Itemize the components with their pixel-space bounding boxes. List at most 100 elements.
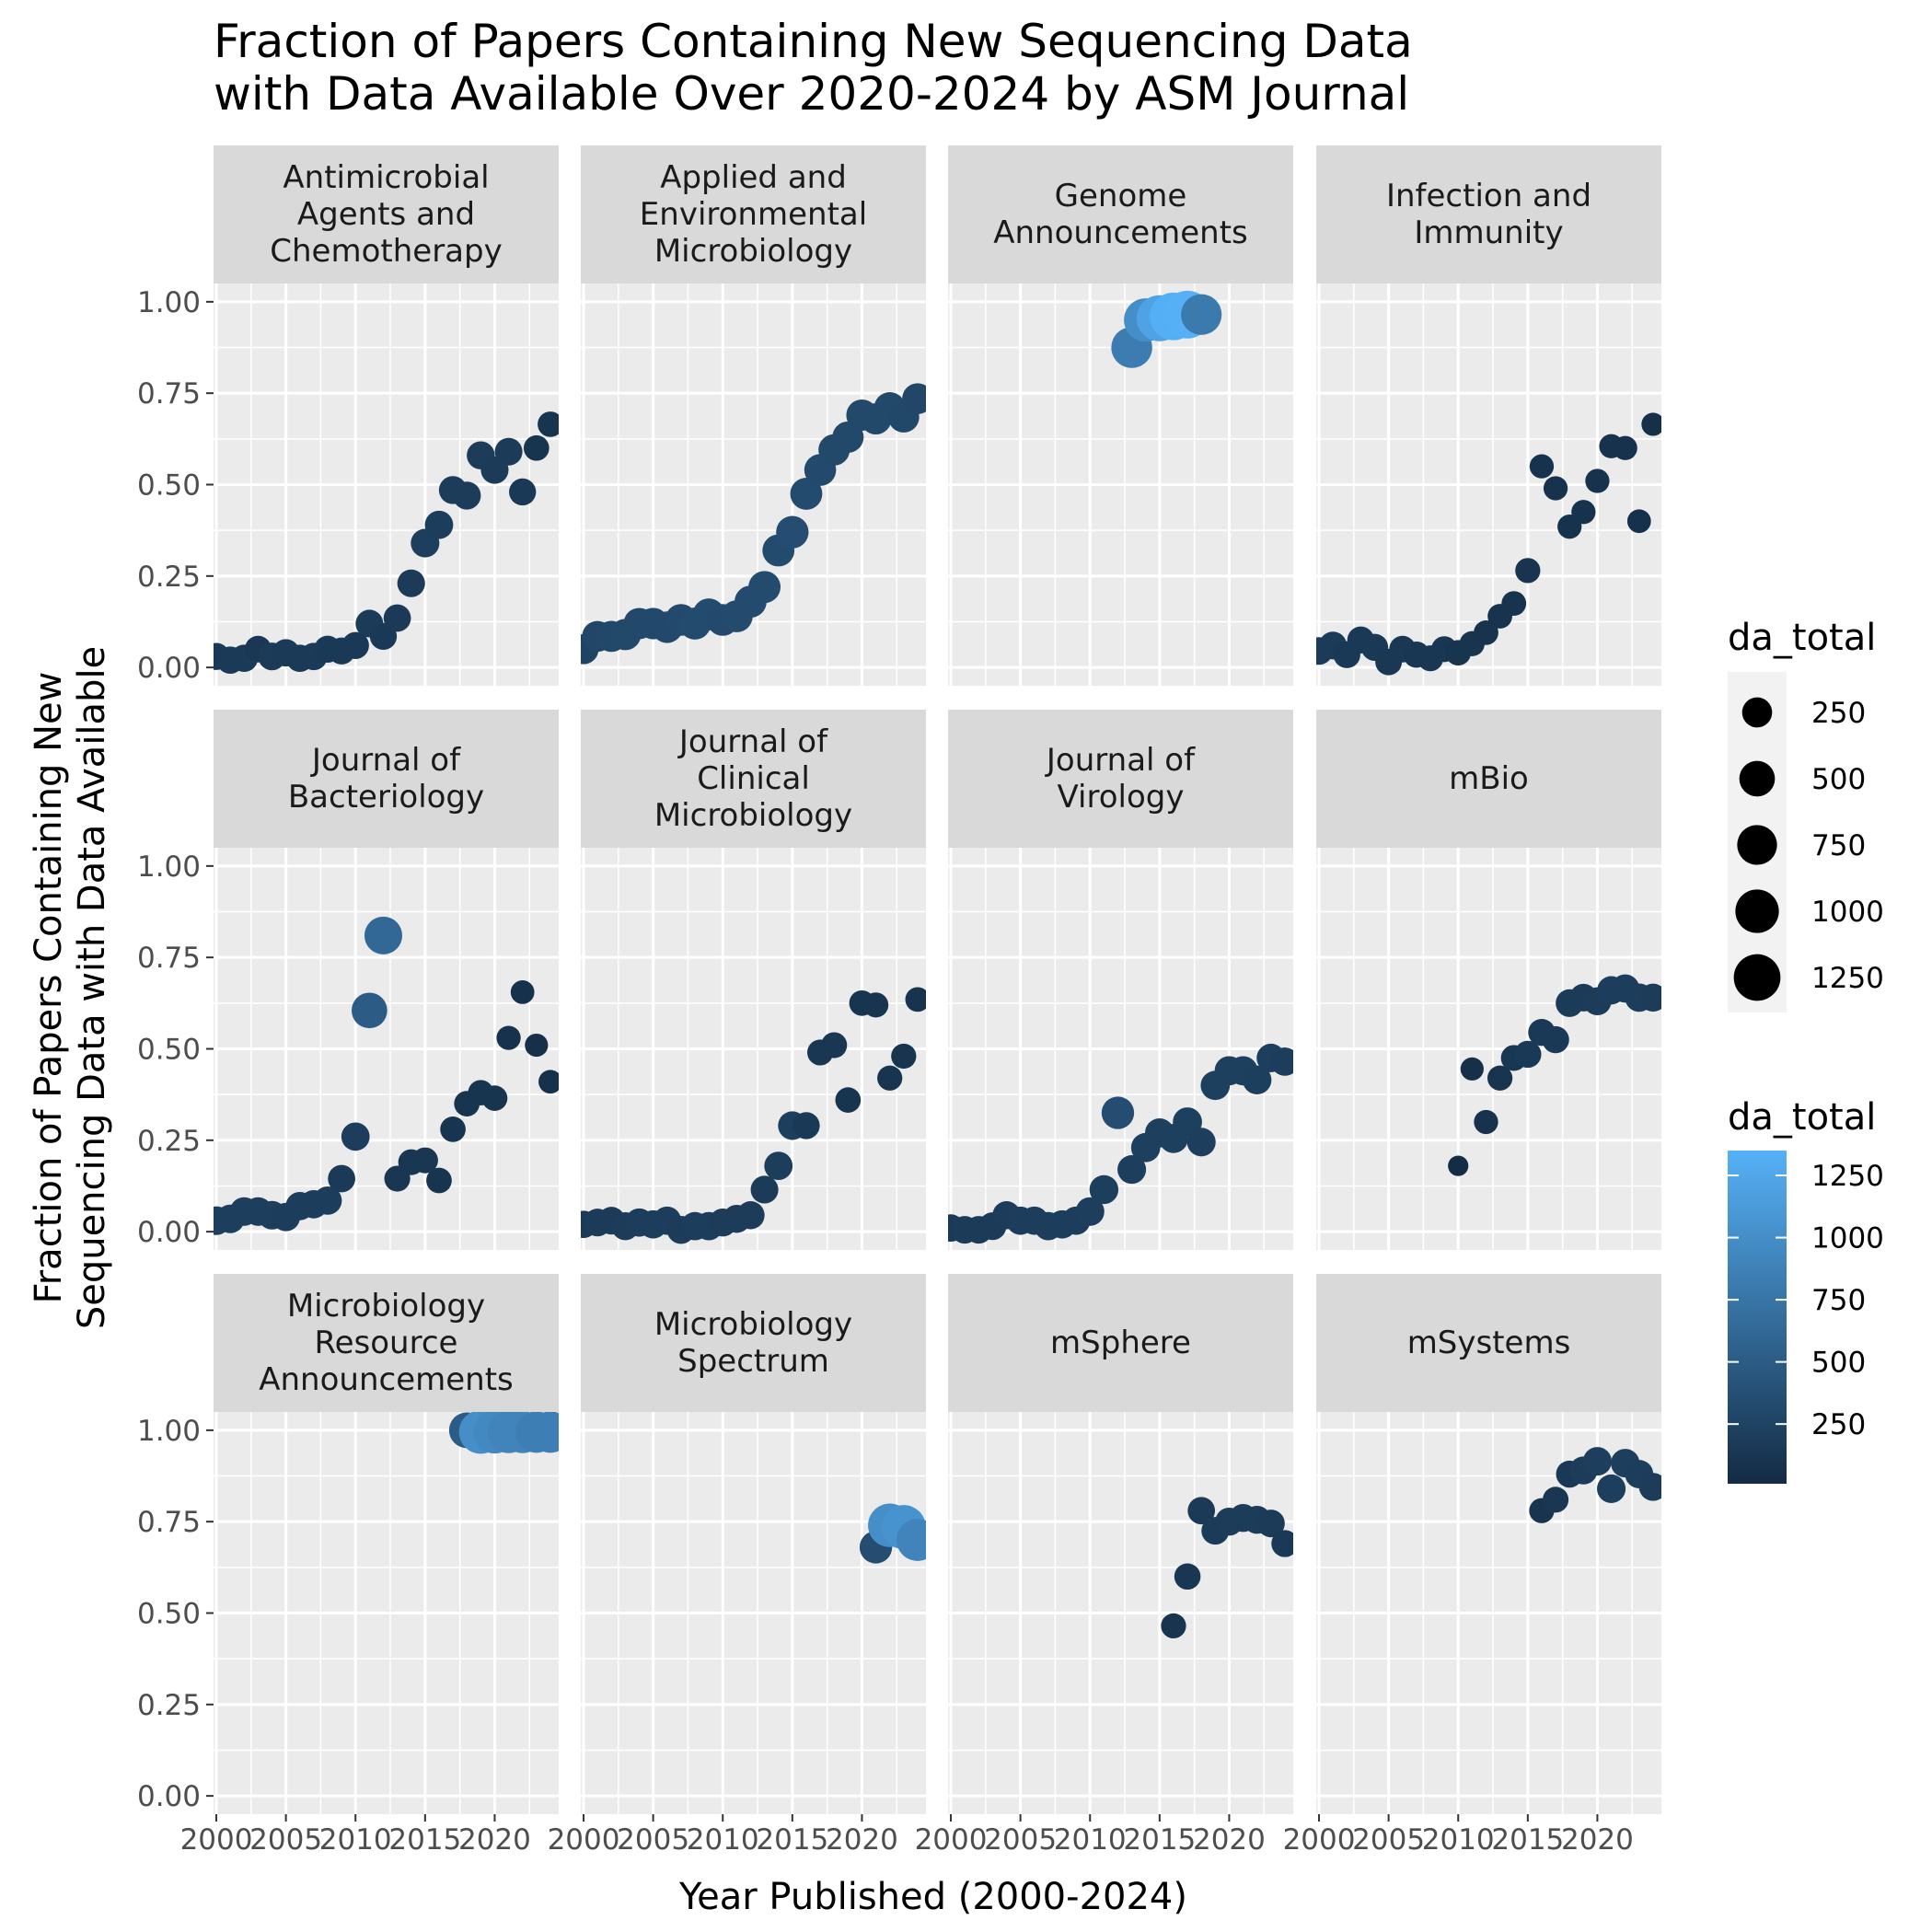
color-legend-title: da_total: [1728, 1096, 1876, 1139]
data-point: [538, 411, 559, 437]
color-legend-label: 750: [1811, 1284, 1866, 1317]
size-legend-key: [1741, 697, 1773, 728]
size-legend: da_total 250 500 750 1000 1250: [1728, 617, 1884, 1012]
size-legend-key: [1733, 954, 1781, 1001]
data-points: [859, 1503, 926, 1564]
y-tick-label: 1.00: [137, 850, 201, 884]
data-point: [1186, 1128, 1216, 1157]
data-point: [313, 1186, 342, 1215]
chart-title-line-2: with Data Available Over 2020-2024 by AS…: [214, 67, 1409, 121]
facet-label: Chemotherapy: [270, 233, 502, 270]
chart-title-line-1: Fraction of Papers Containing New Sequen…: [214, 15, 1413, 68]
y-tick-label: 0.00: [137, 1780, 201, 1813]
data-point: [1256, 1510, 1285, 1538]
data-point: [1638, 1473, 1661, 1501]
facet-label: Antimicrobial: [283, 159, 489, 196]
data-points: [581, 987, 926, 1244]
x-tick-label: 2000: [180, 1823, 253, 1857]
data-point: [1270, 1047, 1293, 1076]
data-point: [509, 478, 537, 506]
x-tick-label: 2015: [388, 1823, 461, 1857]
data-points: [1161, 1497, 1293, 1639]
y-axis-title-line-2: Sequencing Data with Data Available: [71, 646, 113, 1329]
x-tick-label: 2010: [319, 1823, 392, 1857]
data-point: [341, 1122, 370, 1151]
y-tick-label: 0.50: [137, 1598, 201, 1631]
data-point: [1187, 1497, 1216, 1525]
facet-strip: [214, 145, 559, 283]
data-point: [1075, 1197, 1105, 1226]
data-point: [352, 992, 388, 1029]
facet-panel: mBio: [1316, 710, 1661, 1250]
data-point: [364, 916, 402, 954]
facet-strip: [581, 1274, 926, 1412]
y-tick-label: 0.25: [137, 561, 201, 594]
x-tick-label: 2000: [548, 1823, 620, 1857]
y-axis-title-line-1: Fraction of Papers Containing New: [28, 672, 70, 1304]
y-tick-label: 0.25: [137, 1125, 201, 1158]
color-legend-label: 1250: [1811, 1160, 1884, 1193]
facet-label: mBio: [1449, 760, 1529, 797]
data-point: [862, 992, 889, 1018]
size-legend-key: [1735, 889, 1779, 933]
data-point: [1542, 1025, 1569, 1054]
x-tick-label: 2020: [1193, 1823, 1266, 1857]
size-legend-label: 500: [1811, 763, 1866, 796]
data-point: [397, 569, 425, 597]
facet-strip: [581, 710, 926, 848]
data-points: [581, 383, 926, 665]
data-point: [1448, 1155, 1469, 1176]
facet-strip: [214, 1274, 559, 1412]
data-point: [481, 1085, 508, 1111]
data-point: [1641, 412, 1661, 436]
data-point: [897, 1519, 926, 1561]
facet-strip: [1316, 145, 1661, 283]
data-point: [792, 1112, 820, 1140]
data-point: [1514, 1040, 1542, 1069]
facet-strip: [1316, 1274, 1661, 1412]
size-legend-label: 1250: [1811, 962, 1884, 995]
data-point: [1242, 1065, 1272, 1094]
y-tick-label: 0.25: [137, 1689, 201, 1722]
facet-label: Microbiology: [654, 797, 852, 834]
color-legend: da_total 250 500 750 1000 1250: [1728, 1096, 1884, 1484]
facet-label: mSphere: [1050, 1325, 1191, 1361]
facet-strip: [214, 710, 559, 848]
facet-strip: [1316, 710, 1661, 848]
x-tick-label: 2015: [756, 1823, 828, 1857]
facet-label: Infection and: [1386, 178, 1591, 214]
data-point: [1487, 1065, 1513, 1091]
facet-label: Spectrum: [677, 1343, 829, 1380]
data-point: [1571, 500, 1596, 525]
facet-label: Virology: [1058, 779, 1185, 816]
data-point: [523, 434, 550, 461]
data-point: [1543, 1487, 1569, 1513]
data-point: [525, 1033, 549, 1058]
size-legend-title: da_total: [1728, 617, 1876, 659]
size-legend-label: 1000: [1811, 896, 1884, 929]
facet-label: Announcements: [993, 214, 1248, 251]
x-tick-label: 2015: [1491, 1823, 1564, 1857]
facet-label: Environmental: [640, 196, 867, 233]
data-point: [750, 1175, 779, 1204]
data-point: [1626, 509, 1651, 534]
facet-label: mSystems: [1407, 1325, 1571, 1361]
size-legend-key: [1739, 760, 1776, 797]
size-legend-label: 750: [1811, 829, 1866, 862]
y-tick-label: 1.00: [137, 286, 201, 319]
data-point: [411, 1147, 438, 1174]
data-point: [1585, 469, 1610, 493]
data-point: [1173, 1107, 1202, 1137]
facet-strip: [948, 145, 1293, 283]
data-point: [902, 383, 926, 414]
x-tick-label: 2005: [617, 1823, 689, 1857]
data-point: [426, 1167, 452, 1194]
facet-label: Microbiology: [287, 1288, 485, 1325]
x-tick-label: 2005: [984, 1823, 1057, 1857]
data-point: [1460, 1057, 1484, 1081]
data-point: [905, 987, 926, 1012]
